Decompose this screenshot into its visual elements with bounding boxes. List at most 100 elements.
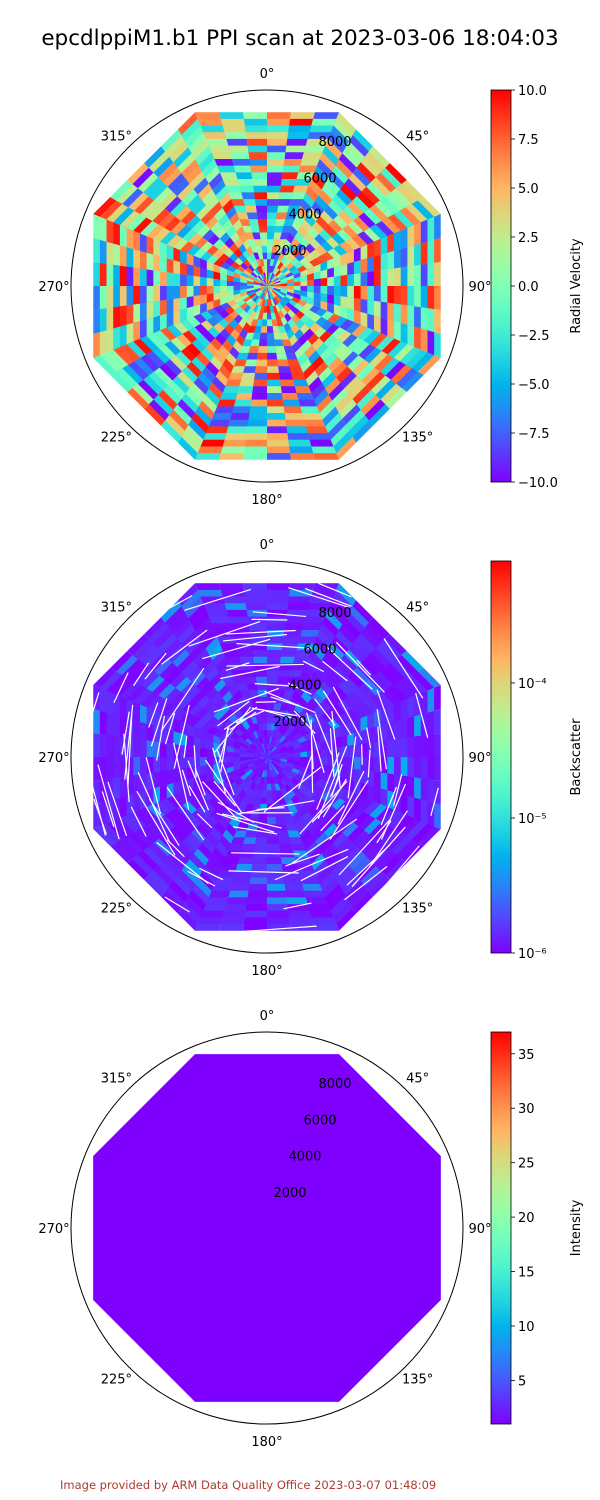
scan-cell — [260, 757, 267, 762]
scan-gap — [222, 633, 287, 642]
scan-gap — [322, 690, 352, 736]
colorbar-tick-label: −2.5 — [518, 329, 550, 344]
scan-data — [93, 1054, 441, 1402]
scan-cell — [266, 757, 267, 764]
radial-tick-label: 8000 — [318, 606, 351, 621]
scan-gap — [144, 652, 167, 680]
scan-cell — [267, 283, 274, 286]
scan-gap — [226, 663, 304, 667]
scan-cell — [267, 286, 274, 290]
scan-gap — [329, 780, 369, 840]
scan-gap — [184, 588, 252, 611]
scan-cell — [267, 743, 269, 757]
theta-tick-label: 180° — [251, 493, 282, 508]
scan-cell — [260, 752, 267, 757]
scan-gap — [220, 665, 280, 680]
scan-cell — [267, 743, 271, 757]
scan-gap — [338, 819, 391, 876]
scan-gap — [164, 896, 190, 913]
scan-cell — [267, 743, 273, 757]
scan-cell — [267, 757, 271, 771]
scan-gap — [183, 735, 188, 758]
scan-gap — [264, 709, 293, 719]
scan-gap — [376, 709, 388, 770]
scan-cell — [267, 748, 288, 757]
footer-credit: Image provided by ARM Data Quality Offic… — [60, 1478, 437, 1492]
scan-data — [71, 561, 463, 953]
colorbar-tick-label: 10 — [518, 1320, 535, 1335]
scan-gap — [235, 710, 265, 724]
scan-gap — [380, 786, 398, 826]
scan-gap — [193, 745, 197, 778]
scan-gap — [331, 711, 341, 788]
scan-gap — [302, 660, 325, 673]
theta-tick-label: 135° — [402, 1373, 433, 1388]
scan-gap — [311, 802, 333, 823]
scan-gap — [217, 700, 250, 727]
scan-gap — [199, 867, 224, 881]
scan-cell — [267, 279, 269, 286]
theta-tick-label: 90° — [468, 1222, 491, 1237]
scan-cell — [262, 757, 267, 763]
theta-tick-label: 315° — [101, 600, 132, 615]
scan-cell — [253, 757, 267, 759]
scan-gap — [229, 711, 257, 731]
scan-cell — [267, 757, 268, 764]
scan-cell — [260, 755, 267, 757]
scan-gap — [300, 856, 349, 882]
scan-cell — [267, 279, 268, 286]
scan-cell — [246, 748, 267, 757]
colorbar-tick-label: 30 — [518, 1102, 535, 1117]
scan-cell — [267, 286, 272, 292]
scan-gap — [164, 712, 176, 745]
scan-gap — [156, 841, 209, 885]
scan-cell — [261, 757, 267, 762]
scan-cell — [267, 752, 273, 757]
scan-gap — [148, 702, 159, 728]
scan-cell — [267, 751, 272, 757]
scan-cell — [267, 279, 271, 286]
scan-gap — [237, 800, 315, 815]
colorbar-tick-label: 7.5 — [518, 133, 539, 148]
scan-cell — [260, 286, 267, 288]
scan-cell — [267, 730, 271, 757]
scan-gap — [156, 715, 166, 761]
scan-gap — [228, 870, 299, 874]
scan-cell — [267, 272, 269, 286]
scan-cell — [261, 286, 267, 307]
scan-cell — [263, 757, 267, 764]
scan-cell — [267, 757, 273, 778]
scan-gap — [161, 629, 208, 665]
scan-cell — [246, 286, 267, 289]
scan-gap — [216, 749, 235, 796]
scan-cell — [267, 272, 273, 286]
scan-gap — [332, 686, 363, 741]
scan-cell — [267, 282, 281, 286]
scan-cell — [260, 286, 267, 291]
colorbar-tick-label: 25 — [518, 1157, 535, 1172]
scan-gap — [194, 768, 206, 796]
scan-gap — [264, 690, 316, 714]
intensity-octagon — [93, 1054, 441, 1402]
theta-tick-label: 0° — [260, 1009, 275, 1024]
scan-cell — [267, 757, 272, 764]
theta-tick-label: 315° — [101, 1071, 132, 1086]
scan-gap — [430, 787, 439, 816]
scan-cell — [267, 757, 274, 759]
scan-gap — [380, 783, 407, 840]
scan-cell — [263, 279, 267, 286]
scan-cell — [263, 259, 267, 286]
scan-gap — [101, 791, 115, 827]
radial-tick-label: 6000 — [303, 642, 336, 657]
scan-gap — [251, 707, 298, 717]
scan-gap — [314, 713, 333, 755]
scan-cell — [260, 284, 267, 286]
theta-tick-label: 90° — [468, 751, 491, 766]
scan-cell — [246, 757, 267, 831]
scan-gap — [212, 747, 227, 794]
scan-cell — [266, 279, 267, 286]
scan-cell — [267, 753, 274, 757]
theta-tick-label: 270° — [38, 1222, 69, 1237]
scan-cell — [267, 757, 269, 771]
radial-tick-label: 2000 — [273, 244, 306, 259]
